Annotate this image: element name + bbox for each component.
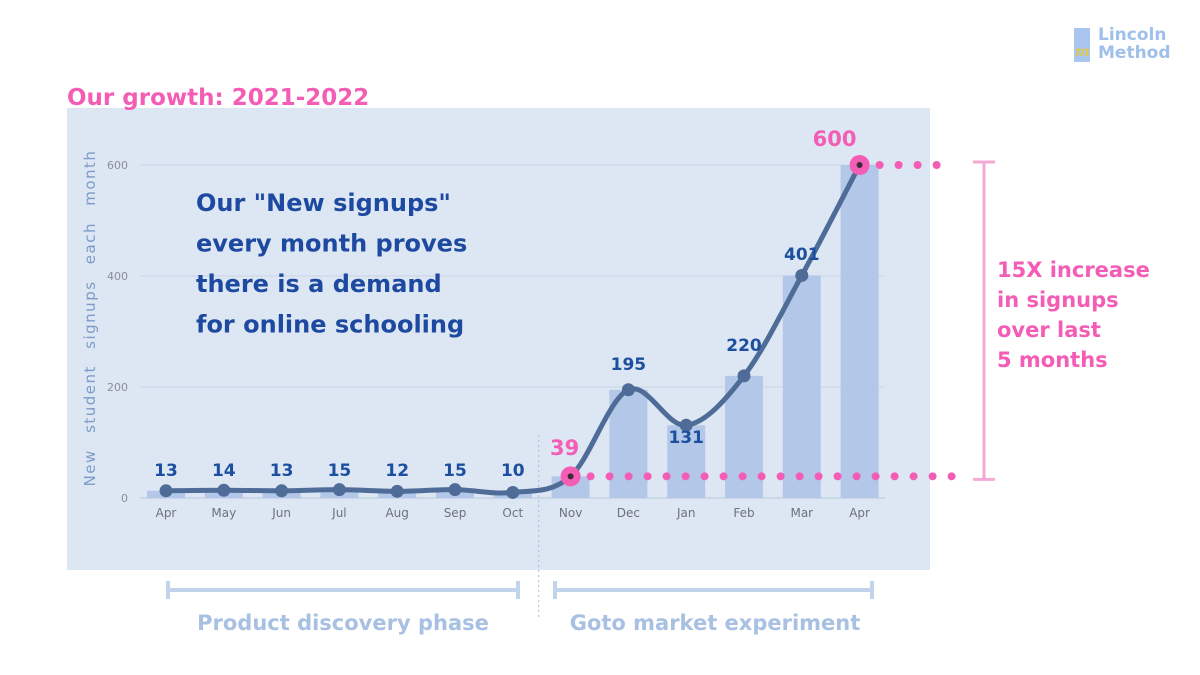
- leader-dot: [871, 472, 880, 481]
- leader-dot: [814, 472, 823, 481]
- leader-dot: [719, 472, 728, 481]
- data-label: 15: [328, 461, 352, 481]
- leader-dot: [738, 472, 747, 481]
- leader-dot: [932, 161, 941, 169]
- leader-dot: [795, 472, 804, 481]
- callout-line: 5 months: [997, 348, 1108, 372]
- leader-dot: [852, 472, 861, 481]
- lincoln-method-logo: m Lincoln Method: [1072, 26, 1182, 66]
- data-label: 13: [270, 461, 294, 481]
- highlight-label: 600: [813, 127, 857, 151]
- leader-dot: [700, 472, 709, 481]
- leader-dot: [894, 161, 903, 169]
- bar: [782, 275, 821, 498]
- y-tick-label: 0: [121, 492, 128, 505]
- leader-dot: [643, 472, 652, 481]
- x-tick-label: Oct: [502, 506, 523, 520]
- leader-dot: [913, 161, 922, 169]
- x-tick-label: Jan: [676, 506, 696, 520]
- phase-label: Goto market experiment: [570, 611, 861, 635]
- x-tick-label: Apr: [156, 506, 177, 520]
- leader-dot: [909, 472, 918, 481]
- data-point: [275, 484, 289, 498]
- highlight-label: 39: [550, 436, 579, 460]
- data-label: 195: [611, 355, 647, 375]
- data-label: 15: [443, 461, 467, 481]
- data-point: [737, 369, 751, 383]
- callout-line: in signups: [997, 288, 1119, 312]
- y-tick-label: 200: [107, 381, 128, 394]
- x-tick-label: Feb: [733, 506, 754, 520]
- leader-dot: [875, 161, 884, 169]
- leader-dot: [757, 472, 766, 481]
- logo-line-1: Lincoln: [1098, 25, 1167, 45]
- data-label: 14: [212, 461, 236, 481]
- logo-mark-letter: m: [1075, 44, 1090, 60]
- leader-dot: [928, 472, 937, 481]
- x-tick-label: Aug: [385, 506, 408, 520]
- data-point: [448, 483, 462, 497]
- data-point: [332, 483, 346, 497]
- bar: [840, 165, 879, 498]
- leader-dot: [776, 472, 785, 481]
- data-point: [159, 484, 173, 498]
- data-label: 401: [784, 245, 820, 265]
- leader-dot: [662, 472, 671, 481]
- data-label: 131: [668, 428, 704, 448]
- data-point: [506, 485, 520, 499]
- leader-dot: [624, 472, 633, 481]
- x-tick-label: Sep: [444, 506, 467, 520]
- highlight-dot: [567, 473, 574, 480]
- callout-line: over last: [997, 318, 1101, 342]
- data-point: [795, 268, 809, 282]
- data-label: 13: [154, 461, 178, 481]
- annotation-line: for online schooling: [196, 311, 464, 339]
- data-point: [679, 418, 693, 432]
- annotation-line: every month proves: [196, 230, 467, 258]
- y-axis-label: New student signups each month: [81, 150, 99, 487]
- callout-line: 15X increase: [997, 258, 1150, 282]
- bar: [667, 425, 706, 498]
- x-tick-label: Jul: [331, 506, 346, 520]
- data-label: 12: [385, 461, 409, 481]
- logo-line-2: Method: [1098, 43, 1171, 63]
- leader-dot: [833, 472, 842, 481]
- data-point: [621, 383, 635, 397]
- x-tick-label: Jun: [271, 506, 291, 520]
- x-tick-label: May: [211, 506, 236, 520]
- data-label: 10: [501, 461, 525, 481]
- leader-dot: [890, 472, 899, 481]
- y-tick-label: 400: [107, 270, 128, 283]
- trend-line: [163, 162, 863, 496]
- data-point: [390, 484, 404, 498]
- chart-heading: Our growth: 2021-2022: [67, 85, 369, 111]
- phase-label: Product discovery phase: [197, 611, 489, 635]
- data-label: 220: [726, 336, 762, 356]
- annotation-line: there is a demand: [196, 270, 442, 298]
- x-tick-label: Apr: [849, 506, 870, 520]
- x-tick-label: Mar: [790, 506, 813, 520]
- x-tick-label: Nov: [559, 506, 582, 520]
- leader-dot: [681, 472, 690, 481]
- data-point: [217, 483, 231, 497]
- logo-mark: [1074, 28, 1090, 62]
- leader-dot: [605, 472, 614, 481]
- leader-dot: [947, 472, 956, 481]
- leader-dot: [586, 472, 595, 481]
- y-tick-label: 600: [107, 159, 128, 172]
- logo-text: Lincoln Method: [1098, 26, 1171, 62]
- annotation-line: Our "New signups": [196, 189, 451, 217]
- highlight-dot: [856, 162, 863, 168]
- x-tick-label: Dec: [617, 506, 640, 520]
